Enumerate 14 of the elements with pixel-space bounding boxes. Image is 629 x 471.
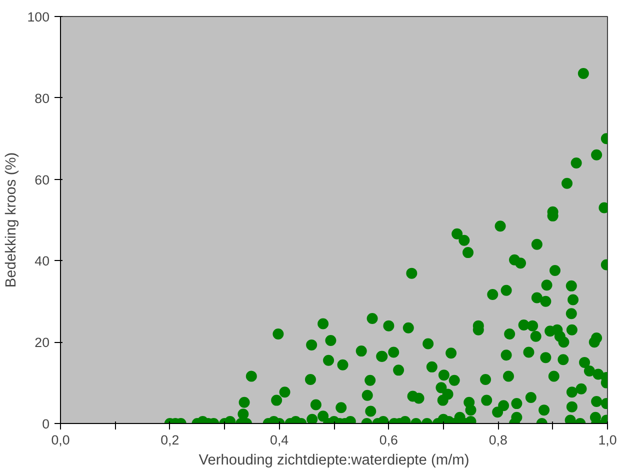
x-tick-label: 0,8 — [488, 432, 508, 448]
x-tick-label: 0,6 — [379, 432, 398, 448]
y-tick-label: 0 — [42, 416, 50, 432]
y-axis-title: Bedekking kroos (%) — [3, 152, 20, 288]
y-tick-label: 60 — [34, 172, 50, 188]
y-tick-label: 40 — [34, 254, 50, 269]
y-tick-label: 80 — [34, 90, 50, 106]
y-tick-label: 20 — [34, 335, 50, 350]
x-tick-label: 0,0 — [51, 432, 70, 448]
x-tick-label: 0,2 — [160, 432, 180, 448]
x-axis-title: Verhouding zichtdiepte:waterdiepte (m/m) — [198, 452, 470, 468]
x-tick-label: 1,0 — [598, 432, 617, 448]
y-tick-label: 100 — [27, 10, 50, 24]
x-tick-label: 0,4 — [270, 432, 290, 448]
